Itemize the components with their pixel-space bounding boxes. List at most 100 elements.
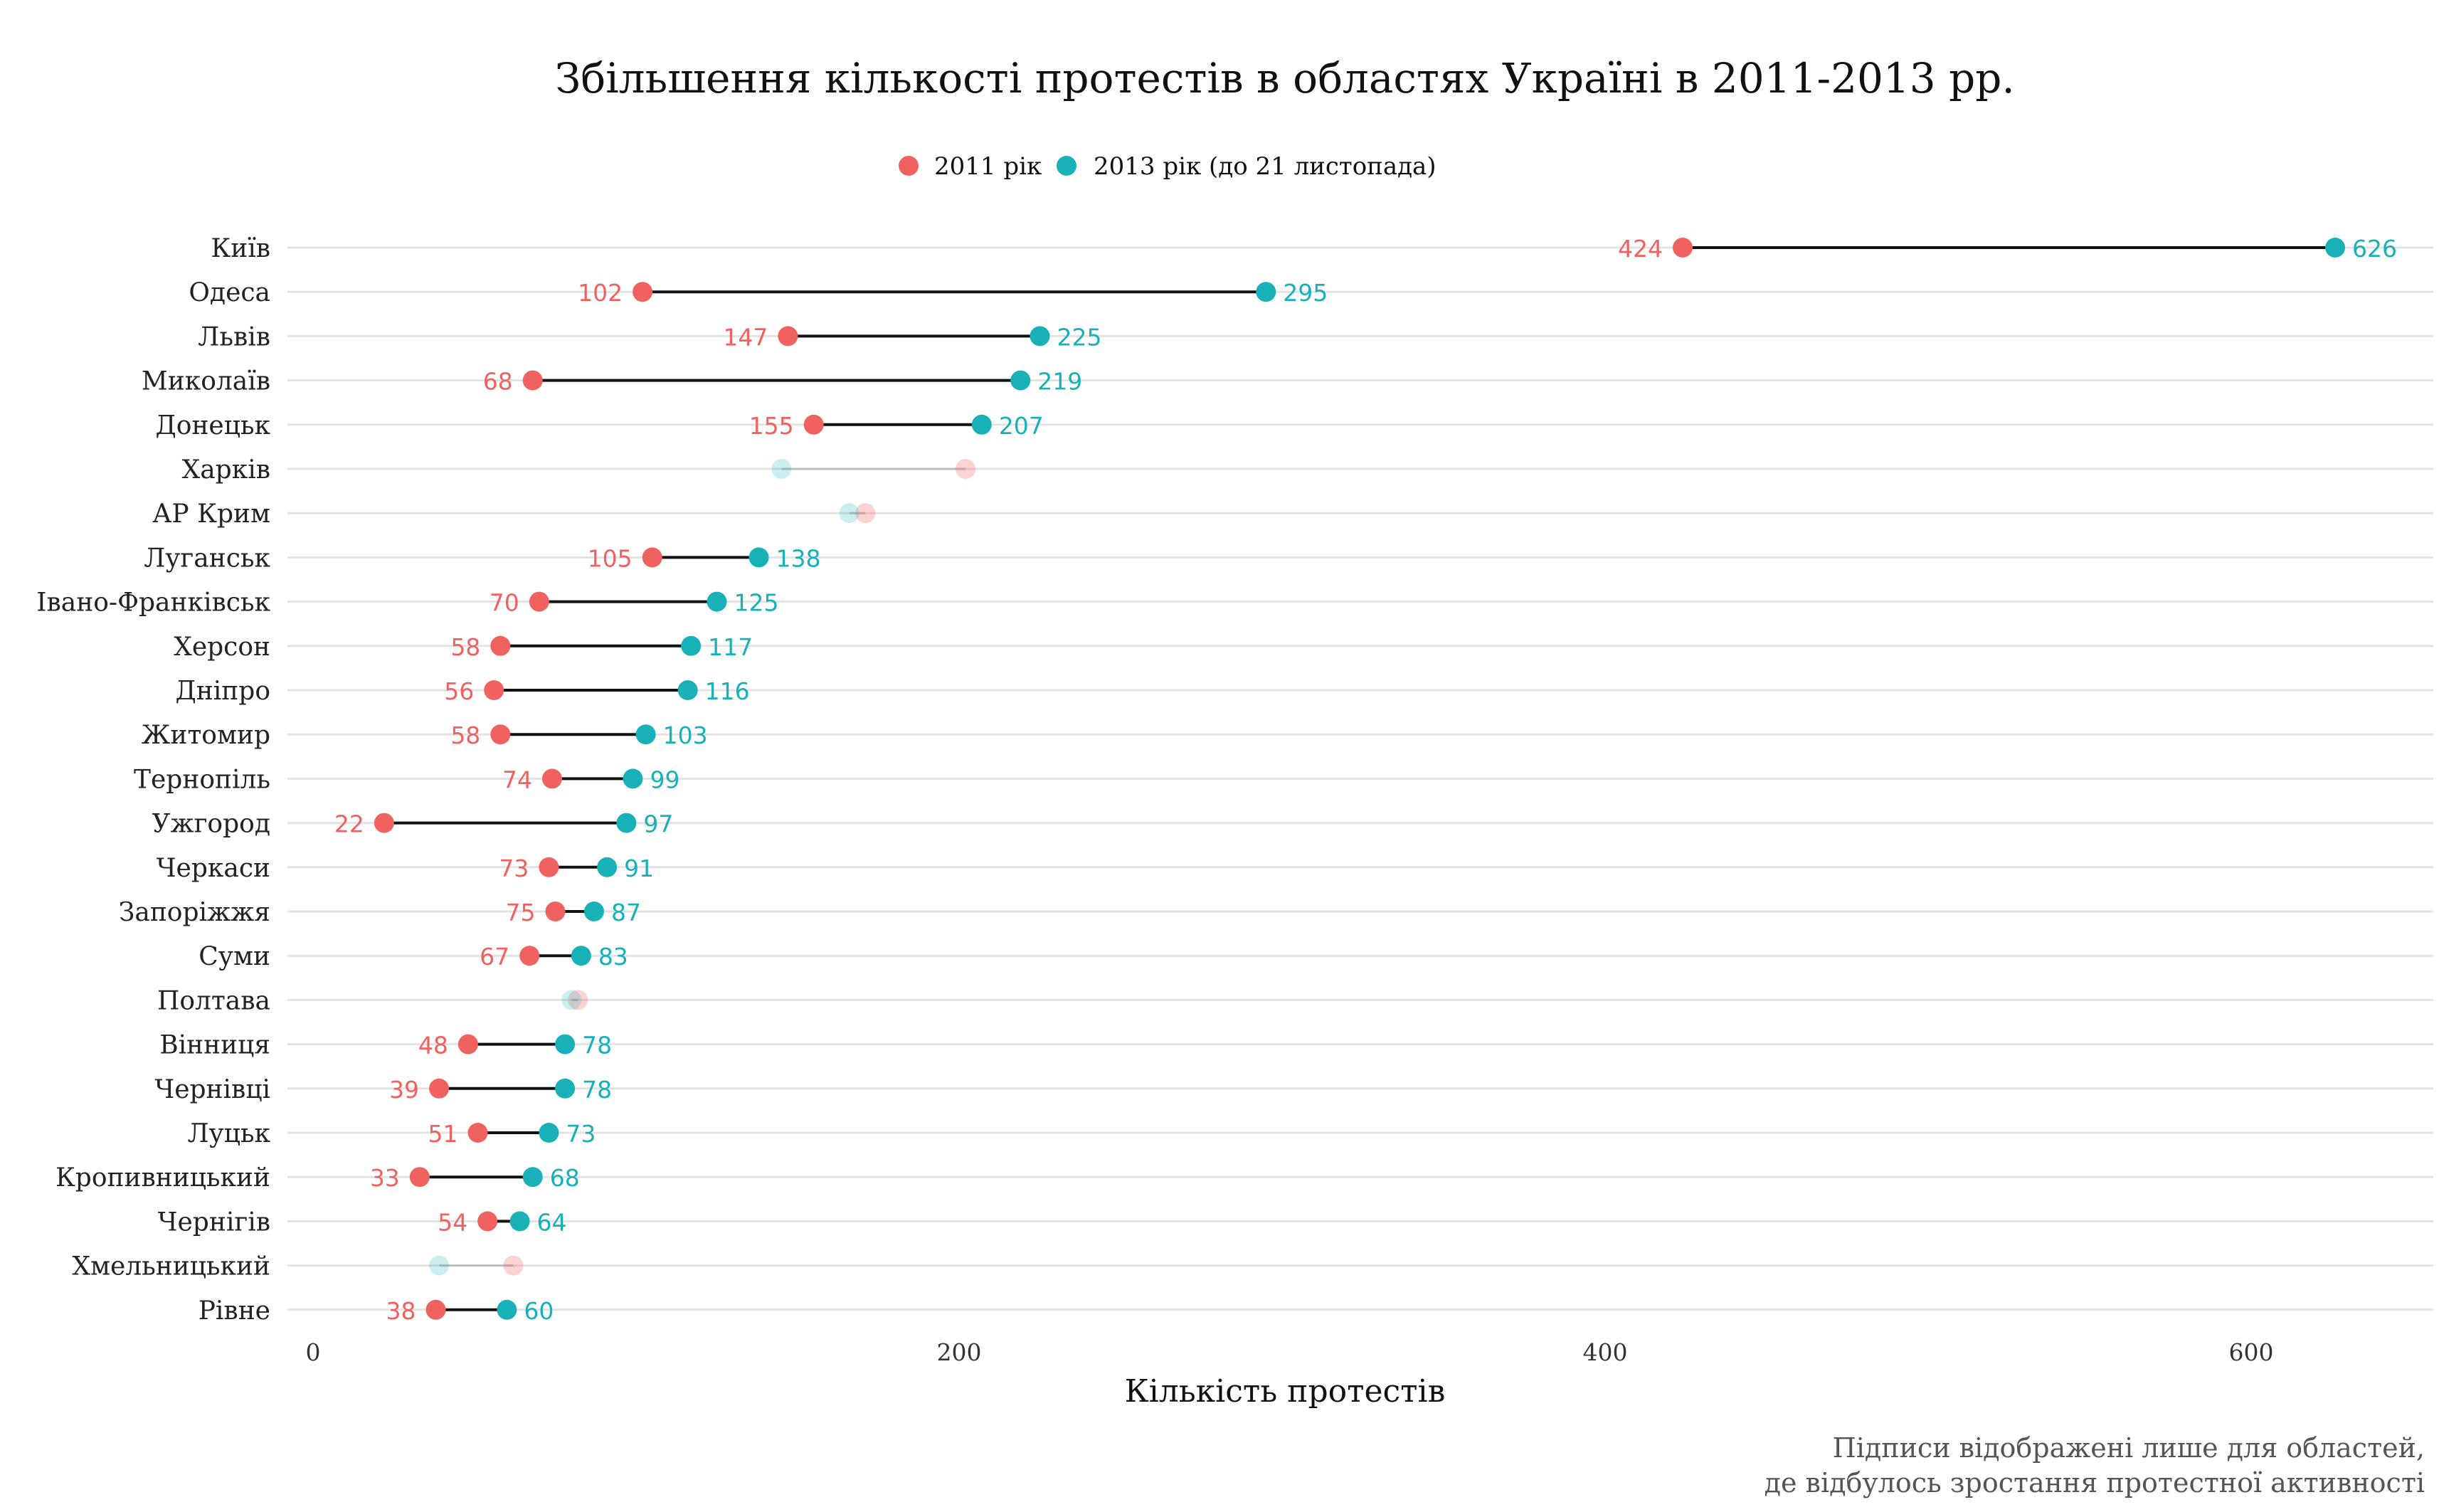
region-label-row-12: Тернопіль: [134, 765, 270, 794]
point-2013-row-12: [623, 768, 643, 789]
legend-label-2013: 2013 рік (до 21 листопада): [1094, 152, 1437, 181]
point-2013-row-14: [597, 857, 618, 877]
value-label-2013-row-13: 97: [643, 810, 673, 838]
point-2011-row-17: [568, 990, 588, 1010]
region-label-row-20: Луцьк: [188, 1119, 271, 1148]
point-2013-row-7: [748, 547, 769, 568]
point-2011-row-23: [503, 1255, 524, 1276]
legend-marker-2013: [1057, 156, 1076, 176]
point-2011-row-3: [522, 370, 543, 391]
region-label-row-14: Черкаси: [157, 854, 270, 883]
point-2011-row-5: [956, 459, 976, 479]
region-label-row-7: Луганськ: [144, 544, 270, 573]
point-2011-row-8: [529, 591, 549, 612]
value-label-2013-row-11: 103: [663, 721, 708, 749]
value-label-2011-row-19: 39: [389, 1076, 419, 1104]
point-2013-row-24: [497, 1299, 517, 1320]
x-tick-label-3: 600: [2229, 1338, 2274, 1366]
region-label-row-10: Дніпро: [176, 677, 271, 706]
value-label-2013-row-18: 78: [582, 1032, 612, 1059]
chart-title: Збільшення кількості протестів в областя…: [555, 54, 2015, 102]
point-2013-row-8: [707, 591, 727, 612]
region-label-row-19: Чернівці: [154, 1075, 270, 1104]
value-label-2013-row-15: 87: [611, 899, 641, 926]
value-label-2011-row-8: 70: [490, 589, 519, 617]
point-2011-row-21: [409, 1167, 430, 1188]
point-2011-row-16: [519, 946, 540, 966]
value-label-2013-row-12: 99: [650, 766, 679, 793]
caption-line-2: де відбулось зростання протестної активн…: [1765, 1467, 2425, 1498]
value-label-2013-row-9: 117: [708, 633, 753, 661]
x-tick-label-1: 200: [937, 1338, 982, 1366]
region-label-row-13: Ужгород: [152, 810, 270, 839]
x-tick-label-0: 0: [306, 1338, 321, 1366]
region-label-row-24: Рівне: [199, 1296, 270, 1326]
point-2011-row-1: [633, 282, 653, 302]
x-axis-title: Кількість протестів: [1125, 1373, 1446, 1410]
point-2013-row-5: [771, 459, 792, 479]
point-2011-row-13: [374, 813, 394, 833]
data-points: [374, 238, 2346, 1320]
legend-label-2011: 2011 рік: [934, 152, 1042, 181]
point-2013-row-1: [1256, 282, 1276, 302]
value-label-2013-row-0: 626: [2352, 235, 2397, 263]
region-label-row-2: Львів: [198, 322, 270, 351]
point-2011-row-22: [477, 1211, 498, 1232]
region-label-row-17: Полтава: [157, 986, 270, 1015]
value-label-2011-row-16: 67: [480, 943, 509, 971]
region-label-row-5: Харків: [182, 455, 270, 485]
value-label-2011-row-4: 155: [749, 412, 794, 440]
legend: 2011 рік 2013 рік (до 21 листопада): [899, 152, 1437, 181]
region-label-row-1: Одеса: [189, 278, 270, 307]
point-2013-row-19: [555, 1078, 576, 1099]
value-label-2011-row-13: 22: [334, 810, 364, 838]
region-label-row-22: Чернігів: [158, 1207, 270, 1237]
region-labels: Київ Одеса Львів Миколаїв Донецьк Харків АР Кр…: [36, 234, 270, 1326]
value-label-2011-row-9: 58: [450, 633, 480, 661]
x-axis: 0 200 400 600: [306, 1338, 2274, 1366]
point-2011-row-6: [855, 503, 876, 524]
value-label-2011-row-12: 74: [502, 766, 532, 793]
value-label-2013-row-19: 78: [582, 1076, 612, 1104]
value-label-2013-row-14: 91: [624, 855, 654, 882]
region-label-row-3: Миколаїв: [142, 367, 270, 396]
point-2013-row-17: [561, 990, 582, 1010]
point-2013-row-10: [677, 680, 698, 700]
point-2011-row-4: [803, 414, 824, 435]
point-2013-row-16: [571, 946, 591, 966]
point-2013-row-23: [429, 1255, 450, 1276]
region-label-row-15: Запоріжжя: [119, 898, 270, 927]
value-label-2011-row-3: 68: [483, 368, 513, 396]
value-labels: 424 626 102 295 147 225 68 219 155 207 105 138 70 125…: [334, 235, 2397, 1325]
point-2013-row-6: [839, 503, 859, 524]
caption-line-1: Підписи відображені лише для областей,: [1833, 1432, 2425, 1464]
point-2013-row-18: [555, 1034, 576, 1054]
x-tick-label-2: 400: [1583, 1338, 1628, 1366]
point-2013-row-13: [616, 813, 637, 833]
point-2013-row-2: [1030, 326, 1050, 347]
region-label-row-11: Житомир: [142, 721, 270, 750]
point-2013-row-22: [509, 1211, 530, 1232]
region-label-row-0: Київ: [211, 234, 270, 263]
value-label-2011-row-10: 56: [444, 677, 474, 705]
point-2013-row-4: [971, 414, 992, 435]
value-label-2013-row-21: 68: [550, 1164, 580, 1192]
point-2013-row-0: [2325, 238, 2346, 258]
point-2011-row-10: [484, 680, 504, 700]
value-label-2011-row-1: 102: [578, 279, 623, 307]
region-label-row-8: Івано-Франківськ: [36, 588, 270, 618]
value-label-2013-row-3: 219: [1037, 368, 1082, 396]
region-label-row-18: Вінниця: [159, 1031, 270, 1060]
value-label-2011-row-24: 38: [386, 1297, 416, 1325]
point-2011-row-24: [425, 1299, 446, 1320]
value-label-2013-row-1: 295: [1283, 279, 1328, 307]
point-2013-row-20: [539, 1123, 559, 1143]
value-label-2011-row-22: 54: [438, 1208, 467, 1236]
value-label-2013-row-22: 64: [537, 1208, 567, 1236]
value-label-2011-row-2: 147: [723, 323, 768, 351]
point-2013-row-11: [635, 724, 656, 745]
value-label-2013-row-20: 73: [566, 1120, 596, 1148]
value-label-2011-row-18: 48: [418, 1032, 448, 1059]
point-2011-row-7: [642, 547, 662, 568]
